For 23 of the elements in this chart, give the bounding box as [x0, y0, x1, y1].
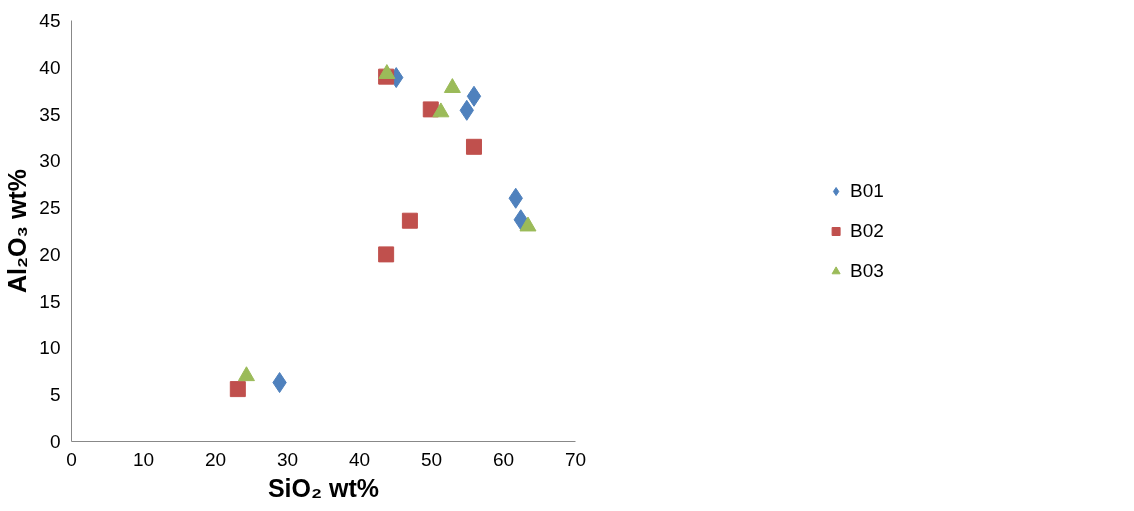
legend-label: B01	[850, 179, 884, 202]
legend-label: B02	[850, 219, 884, 242]
x-tick-label: 0	[66, 448, 77, 470]
y-tick-label: 20	[39, 243, 61, 265]
x-tick-label: 30	[276, 448, 299, 470]
y-axis-title: Al₂O₃ wt%	[3, 168, 32, 294]
y-tick-label: 40	[39, 56, 61, 78]
y-tick-label: 0	[49, 431, 61, 452]
y-tick-label: 35	[39, 103, 61, 125]
x-tick-label: 40	[348, 448, 371, 470]
x-tick-label: 60	[492, 448, 515, 470]
y-tick-label: 45	[39, 10, 61, 31]
x-tick-label: 20	[204, 448, 227, 470]
y-tick-label: 25	[39, 197, 61, 219]
x-tick-label: 50	[420, 448, 443, 470]
x-axis-title: SiO₂ wt%	[267, 473, 380, 502]
x-tick-label: 70	[564, 448, 587, 470]
y-tick-label: 5	[49, 384, 61, 406]
y-tick-label: 30	[39, 150, 61, 172]
y-tick-label: 10	[39, 337, 61, 359]
legend-label: B03	[850, 259, 884, 282]
x-tick-label: 10	[132, 448, 155, 470]
y-tick-label: 15	[39, 290, 61, 312]
